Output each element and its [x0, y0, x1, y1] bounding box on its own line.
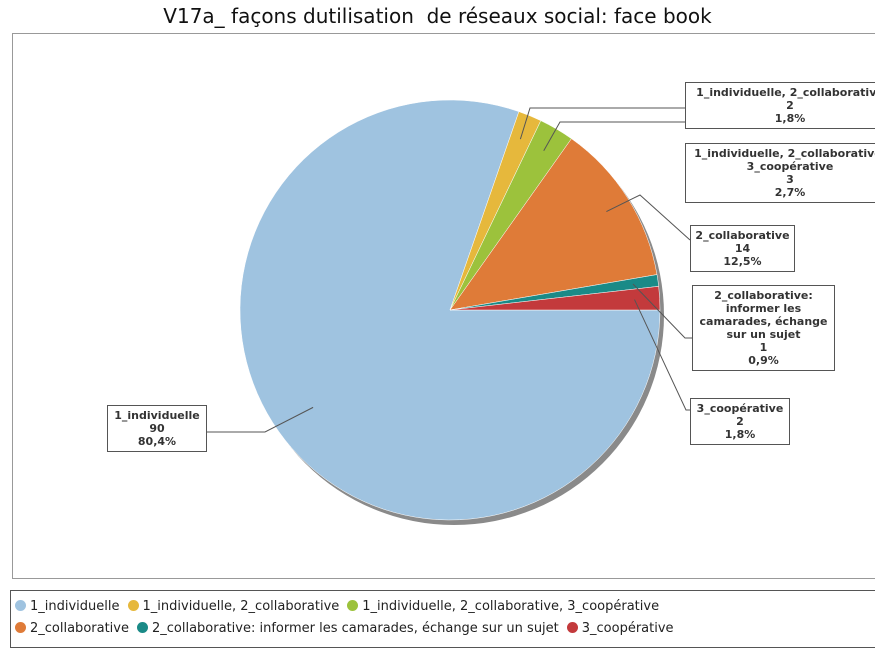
- legend-label: 1_individuelle, 2_collaborative, 3_coopé…: [362, 599, 660, 614]
- legend-label: 1_individuelle: [30, 599, 120, 614]
- label-percent: 12,5%: [723, 255, 762, 268]
- legend-item: 1_individuelle: [15, 596, 120, 618]
- legend-item: 1_individuelle, 2_collaborative: [127, 596, 340, 618]
- leader-line: [634, 299, 690, 411]
- label-count: 2: [736, 415, 744, 428]
- data-label-box: 2_collaborative: informer les camarades,…: [692, 285, 835, 371]
- label-percent: 80,4%: [137, 435, 177, 448]
- legend-swatch: [136, 622, 148, 633]
- label-percent: 0,9%: [748, 354, 779, 367]
- legend-item: 2_collaborative: [15, 618, 129, 640]
- pie-slice: [449, 286, 661, 311]
- legend-item: 1_individuelle, 2_collaborative, 3_coopé…: [347, 596, 659, 618]
- label-name: 1_individuelle, 2_collaborative: [696, 86, 875, 99]
- data-label-box: 1_individuelle 90 80,4%: [107, 405, 207, 452]
- legend-label: 2_collaborative: [30, 621, 129, 636]
- data-label-box: 2_collaborative 14 12,5%: [690, 225, 795, 272]
- label-count: 90: [149, 422, 165, 435]
- label-percent: 1,8%: [724, 428, 756, 441]
- leader-line: [207, 406, 314, 433]
- label-name: 2_collaborative: informer les camarades,…: [699, 289, 828, 341]
- label-count: 14: [734, 242, 751, 255]
- legend-swatch: [127, 600, 139, 611]
- legend-item: 3_coopérative: [566, 618, 674, 640]
- legend-swatch: [347, 600, 359, 611]
- legend-item: 2_collaborative: informer les camarades,…: [136, 618, 559, 640]
- leader-line: [519, 107, 685, 140]
- label-name: 3_coopérative: [696, 402, 784, 415]
- legend-label: 1_individuelle, 2_collaborative: [142, 599, 340, 614]
- leader-line: [632, 283, 692, 339]
- legend: 1_individuelle 1_individuelle, 2_collabor…: [10, 590, 875, 648]
- label-name: 2_collaborative: [695, 229, 790, 242]
- legend-swatch: [15, 622, 26, 633]
- plot-frame: [12, 33, 875, 579]
- data-label-box: 3_coopérative 2 1,8%: [690, 398, 790, 445]
- pie-slice: [449, 138, 658, 311]
- pie-slice: [239, 99, 661, 521]
- label-name: 1_individuelle, 2_collaborative, 3_coopé…: [694, 147, 875, 173]
- label-percent: 1,8%: [774, 112, 806, 125]
- label-name: 1_individuelle: [114, 409, 200, 422]
- leader-line: [543, 121, 685, 151]
- label-count: 1: [759, 341, 768, 354]
- label-count: 3: [786, 173, 794, 186]
- data-label-box: 1_individuelle, 2_collaborative 2 1,8%: [685, 82, 875, 129]
- data-label-box: 1_individuelle, 2_collaborative, 3_coopé…: [685, 143, 875, 203]
- label-count: 2: [786, 99, 794, 112]
- legend-label: 2_collaborative: informer les camarades,…: [151, 621, 559, 636]
- legend-swatch: [15, 600, 26, 611]
- leader-line: [606, 194, 691, 241]
- chart-title: V17a_ façons dutilisation de réseaux soc…: [163, 4, 712, 28]
- label-percent: 2,7%: [774, 186, 806, 199]
- legend-label: 3_coopérative: [581, 621, 674, 636]
- legend-swatch: [566, 622, 578, 633]
